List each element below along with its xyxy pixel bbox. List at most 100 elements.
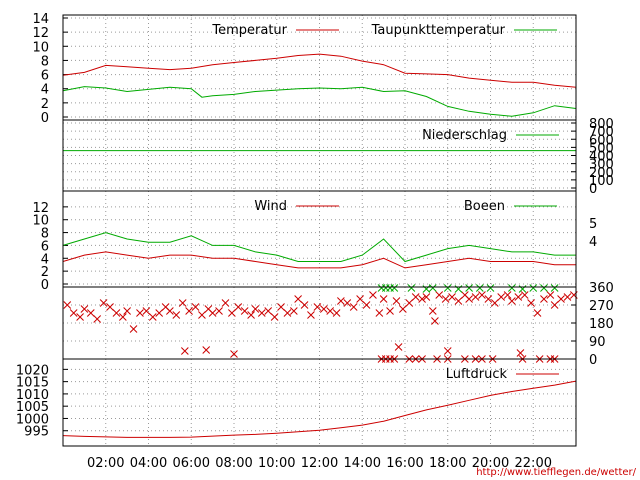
wind-direction-point: [399, 305, 407, 313]
wind-direction-point: [520, 291, 529, 299]
wind-direction-point: [443, 347, 452, 355]
wind-direction-point: [289, 307, 298, 315]
y-tick-label: 1005: [16, 400, 49, 415]
wind-direction-point: [441, 295, 450, 303]
y-tick-label: 200: [589, 166, 614, 181]
wind-direction-point: [533, 309, 542, 317]
series-line-wind: [62, 251, 576, 269]
wind-direction-point: [563, 293, 572, 301]
wind-direction-point: [185, 307, 193, 315]
wind-direction-point: [557, 295, 565, 303]
y-tick-label: 500: [589, 141, 614, 156]
y-tick-label: 270: [589, 299, 614, 314]
wind-direction-point: [215, 307, 223, 315]
x-tick-label: 14:00: [344, 456, 381, 471]
wind-direction-point: [428, 307, 437, 315]
wind-direction-point: [529, 284, 538, 292]
wind-direction-point: [443, 284, 452, 292]
series-line-luftdruck: [62, 380, 577, 438]
wind-direction-point: [343, 299, 352, 307]
y-tick-label: 10: [32, 40, 49, 55]
wind-direction-point: [435, 291, 444, 299]
wind-direction-point: [484, 295, 493, 303]
wind-direction-point: [166, 307, 174, 315]
y-tick-label: 700: [589, 125, 614, 140]
wind-direction-point: [550, 284, 559, 292]
x-axis: 02:00 04:00 06:00 08:00 10:00 12:00 14:00 16:00…: [87, 456, 552, 471]
wind-direction-point: [307, 311, 315, 319]
y-tick-label: 14: [32, 12, 49, 27]
wind-direction-point: [475, 284, 484, 292]
wind-direction-point: [375, 309, 384, 317]
y-tick-label: 4: [41, 252, 49, 267]
wind-direction-point: [465, 295, 473, 303]
wind-direction-point: [86, 309, 95, 317]
legend-label: Temperatur: [211, 23, 287, 38]
wind-direction-point: [356, 295, 364, 303]
wind-direction-point: [198, 311, 206, 319]
y-tick-label: 12: [32, 201, 49, 216]
y-tick-label: 600: [589, 133, 614, 148]
wind-direction-point: [191, 303, 200, 311]
panel-frame: [62, 358, 577, 447]
wind-direction-point: [221, 299, 230, 307]
wind-direction-point: [418, 295, 426, 303]
wind-direction-point: [251, 305, 260, 313]
y-tick-label: 0: [41, 278, 49, 293]
y-tick-label: 12: [32, 26, 49, 41]
legend-label: Wind: [254, 199, 287, 214]
wind-direction-point: [202, 346, 211, 354]
credit-link[interactable]: http://www.tiefflegen.de/wetter/: [476, 467, 636, 478]
wind-direction-point: [155, 309, 164, 317]
wind-direction-point: [407, 284, 416, 292]
y-tick-label: 0: [41, 111, 49, 126]
wind-direction-point: [546, 291, 555, 299]
y-tick-label: 4: [41, 83, 49, 98]
wind-direction-point: [503, 291, 512, 299]
wind-direction-point: [540, 284, 548, 292]
wind-direction-point: [112, 309, 121, 317]
wind-direction-point: [337, 297, 345, 305]
panel-wind_direction: 0 90 180 270 360: [62, 281, 614, 368]
wind-direction-point: [283, 309, 292, 317]
y-tick-label: 1000: [16, 412, 49, 427]
y-tick-label: 90: [589, 335, 606, 350]
wind-direction-point: [527, 299, 535, 307]
x-tick-label: 08:00: [215, 456, 252, 471]
wind-direction-point: [422, 293, 431, 301]
y-tick-label: 800: [589, 117, 614, 132]
x-tick-label: 12:00: [301, 456, 338, 471]
wind-direction-point: [142, 307, 151, 315]
wind-direction-point: [448, 293, 456, 301]
wind-direction-point: [390, 284, 399, 292]
wind-direction-point: [172, 311, 181, 319]
y-tick-label: 180: [589, 317, 614, 332]
x-tick-label: 20:00: [472, 456, 509, 471]
wind-direction-point: [478, 291, 486, 299]
wind-direction-point: [106, 303, 114, 311]
y-tick-label-right: 4: [589, 235, 597, 250]
x-tick-label: 18:00: [429, 456, 466, 471]
wind-direction-point: [129, 325, 138, 333]
wind-direction-point: [497, 293, 506, 301]
wind-direction-point: [349, 303, 358, 311]
y-tick-label: 10: [32, 214, 49, 229]
y-tick-label: 2: [41, 265, 49, 280]
legend-label: Boeen: [464, 199, 505, 214]
wind-direction-point: [257, 309, 266, 317]
y-tick-label: 6: [41, 69, 49, 84]
y-tick-label: 8: [41, 227, 49, 242]
wind-direction-point: [369, 291, 377, 299]
x-tick-label: 22:00: [515, 456, 552, 471]
wind-direction-point: [300, 301, 309, 309]
wind-direction-point: [431, 317, 439, 325]
wind-direction-point: [508, 297, 516, 305]
y-tick-label: 6: [41, 239, 49, 254]
wind-direction-point: [362, 301, 371, 309]
wind-direction-point: [514, 293, 523, 301]
